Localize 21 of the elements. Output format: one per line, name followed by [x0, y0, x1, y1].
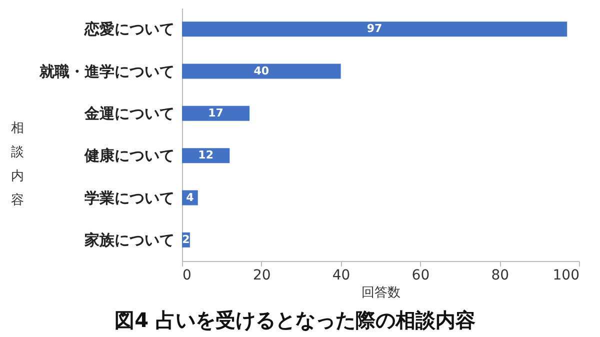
y-tick-label: 就職・進学について — [38, 62, 174, 80]
y-tick-label: 学業について — [84, 188, 174, 207]
y-tick-label: 恋愛について — [84, 20, 174, 38]
y-tick-label: 金運について — [84, 104, 174, 122]
y-axis-title: 相談内容 — [11, 121, 24, 208]
text: 図4 占いを受けるとなった際の相談内容 — [114, 308, 476, 332]
data-label: 97 — [366, 22, 382, 36]
y-tick-label: 健康について — [84, 146, 174, 165]
data-label: 12 — [198, 148, 214, 162]
x-tick-label: 40 — [332, 268, 350, 284]
data-label: 2 — [182, 232, 190, 246]
x-axis-title: 回答数 — [362, 286, 400, 300]
y-tick-label: 家族について — [84, 230, 174, 249]
x-tick-label: 60 — [412, 268, 430, 284]
x-tick-label: 20 — [252, 268, 271, 284]
data-label: 17 — [208, 106, 224, 120]
x-tick-label: 100 — [552, 268, 580, 284]
x-tick-label: 0 — [182, 268, 192, 284]
x-tick-label: 80 — [491, 268, 510, 284]
data-label: 4 — [186, 190, 194, 204]
data-label: 40 — [254, 64, 270, 78]
